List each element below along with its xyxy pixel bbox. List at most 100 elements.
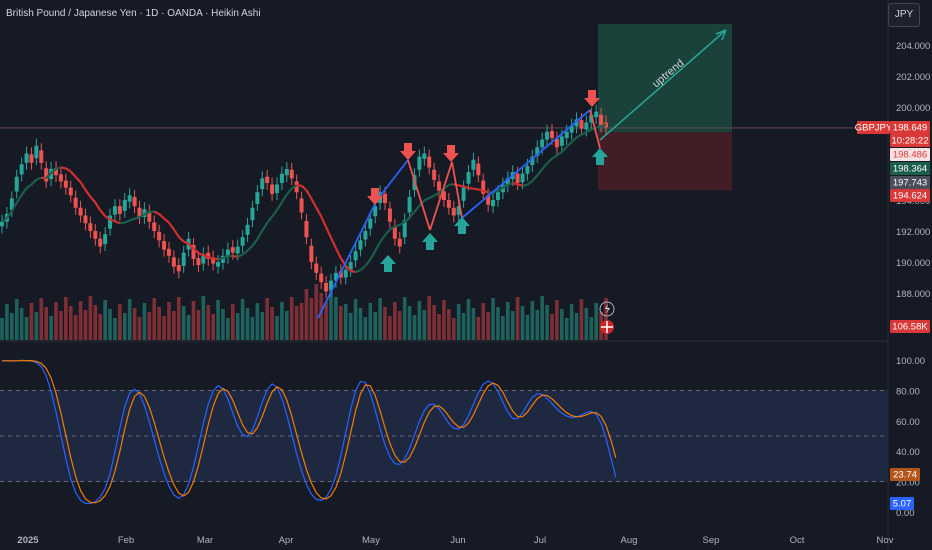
candle-body — [358, 240, 363, 250]
candle-body — [279, 173, 284, 183]
volume-bar — [569, 304, 574, 340]
ma-segment — [65, 167, 72, 173]
ma-segment — [158, 213, 165, 220]
candle-body — [220, 255, 225, 263]
candle-body — [132, 196, 137, 207]
volume-bar — [275, 316, 279, 340]
chart-title: British Pound / Japanese Yen · 1D · OAND… — [6, 8, 261, 19]
volume-bar — [34, 312, 39, 340]
volume-bar — [476, 317, 481, 340]
candle-body — [245, 224, 250, 235]
candle-body — [9, 198, 14, 211]
candle-body — [397, 238, 402, 247]
volume-bar — [530, 301, 535, 340]
ma-segment — [468, 186, 474, 190]
ma-segment — [114, 220, 121, 225]
volume-bar — [574, 313, 579, 340]
candle-body — [270, 184, 275, 194]
volume-bars — [0, 284, 608, 340]
ma-segment — [330, 237, 337, 249]
ma-segment — [187, 242, 195, 250]
volume-bar — [550, 314, 554, 340]
candle-body — [274, 184, 279, 194]
volume-bar — [265, 298, 269, 340]
volume-bar — [520, 306, 525, 340]
currency-button[interactable]: JPY — [888, 3, 920, 27]
candle-body — [505, 178, 510, 186]
lightning-icon — [599, 301, 615, 317]
candle-body — [235, 246, 240, 254]
ma-segment — [280, 193, 288, 203]
volume-bar — [64, 297, 68, 340]
ma-segment — [536, 168, 544, 177]
volume-bar — [343, 304, 348, 340]
candle-body — [225, 249, 230, 257]
ma-segment — [600, 123, 607, 128]
volume-bar — [83, 310, 88, 340]
volume-bar — [167, 302, 171, 340]
candle-body — [98, 238, 103, 247]
volume-bar — [540, 296, 544, 340]
ma-segment — [276, 201, 283, 211]
volume-bar — [501, 316, 505, 340]
ma-segment — [266, 215, 273, 224]
volume-bar — [39, 298, 44, 340]
volume-bar — [510, 311, 515, 340]
ma-segment — [109, 218, 116, 223]
volume-bar — [49, 316, 53, 340]
ma-segment — [355, 269, 361, 274]
candle-body — [289, 169, 294, 179]
ma-segment — [408, 211, 416, 219]
oscillator-tick-label: 0.00 — [896, 508, 915, 519]
target-zone — [598, 24, 732, 133]
candle-body — [461, 187, 466, 201]
candle-body — [73, 197, 78, 208]
candle-body — [417, 156, 422, 170]
buy-arrow-icon — [454, 217, 470, 234]
candle-body — [171, 257, 176, 267]
volume-bar — [491, 298, 495, 340]
price-tick-label: 188.000 — [896, 289, 930, 300]
volume-bar — [44, 307, 48, 340]
volume-bar — [147, 312, 152, 340]
volume-bar — [579, 299, 584, 340]
volume-bar — [68, 306, 73, 340]
ma-segment — [134, 216, 140, 220]
volume-bar — [555, 300, 559, 340]
candle-body — [333, 272, 338, 281]
candle-body — [78, 207, 83, 216]
candle-body — [574, 119, 579, 127]
volume-bar — [461, 313, 466, 340]
candle-body — [481, 180, 486, 194]
candle-body — [211, 257, 216, 264]
volume-bar — [235, 313, 240, 340]
price-tick-label: 190.000 — [896, 258, 930, 269]
uptrend-arrowhead — [715, 29, 727, 41]
last-price-badge: 198.649 — [893, 123, 927, 134]
candle-body — [294, 181, 299, 193]
ma-segment — [334, 247, 342, 259]
volume-bar — [226, 318, 230, 340]
buy-arrow-icon — [380, 255, 396, 272]
candle-body — [451, 207, 456, 216]
candle-body — [181, 252, 186, 266]
volume-bar — [186, 315, 191, 340]
mid-badge-bg — [890, 176, 930, 189]
candle-body — [19, 164, 24, 175]
ma-segment — [541, 162, 548, 171]
ma-segment — [384, 228, 391, 236]
volume-bar — [319, 293, 323, 340]
ma-segment — [138, 213, 145, 219]
oscillator-lines — [2, 359, 617, 505]
ma-segment — [305, 189, 313, 200]
price-badges: GBPJPY 198.649 10:28:22 198.486 198.364 197.7… — [599, 121, 930, 510]
ma-segment — [458, 184, 464, 188]
volume-bar — [525, 315, 530, 340]
ma-segment — [74, 176, 82, 183]
volume-bar — [456, 304, 461, 340]
candle-body — [216, 262, 221, 267]
volume-bar — [132, 308, 137, 340]
volume-bar — [451, 318, 456, 340]
volume-bar — [397, 311, 402, 340]
volume-bar — [447, 309, 451, 340]
